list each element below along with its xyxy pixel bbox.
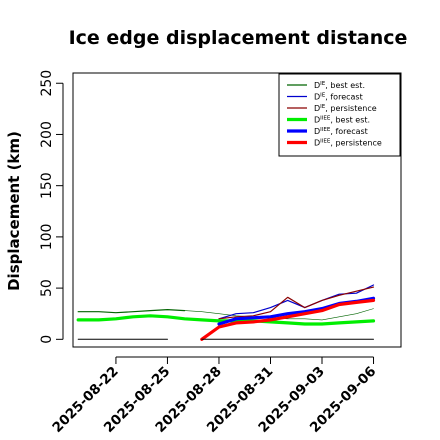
series-layer <box>76 284 376 341</box>
y-axis: 0 50 100 150 200 250 <box>39 70 64 344</box>
plot-frame <box>72 72 402 348</box>
series-line-5 <box>200 298 376 341</box>
legend-label: DIIEE, persistence <box>314 139 382 148</box>
y-axis-label: Displacement (km) <box>5 131 23 291</box>
y-tick-label: 100 <box>39 224 55 251</box>
chart-title: Ice edge displacement distance <box>69 27 408 49</box>
x-axis: 2025-08-222025-08-252025-08-282025-08-31… <box>49 356 379 436</box>
y-tick-label: 250 <box>39 70 55 97</box>
legend-label: DIE, forecast <box>314 93 363 102</box>
y-tick-label: 200 <box>39 121 55 148</box>
y-tick-label: 150 <box>39 172 55 199</box>
legend-label: DIIEE, forecast <box>314 127 368 136</box>
y-tick-label: 0 <box>39 335 55 344</box>
legend: DIE, best est. DIE, forecast DIE, persiste… <box>278 73 401 157</box>
legend-label: DIE, persistence <box>314 104 377 113</box>
legend-label: DIE, best est. <box>314 81 365 90</box>
series-line-2 <box>218 286 375 320</box>
y-tick-label: 50 <box>39 279 55 297</box>
series-line-0 <box>77 309 186 314</box>
legend-label: DIIEE, best est. <box>314 116 370 125</box>
